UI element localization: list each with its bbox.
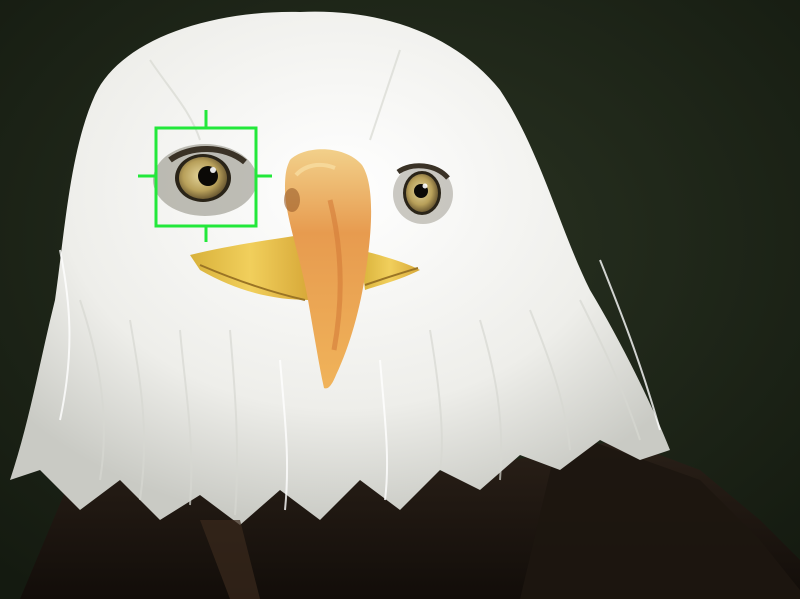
focus-frame-icon <box>138 110 272 242</box>
eye-af-focus-box <box>136 110 272 242</box>
